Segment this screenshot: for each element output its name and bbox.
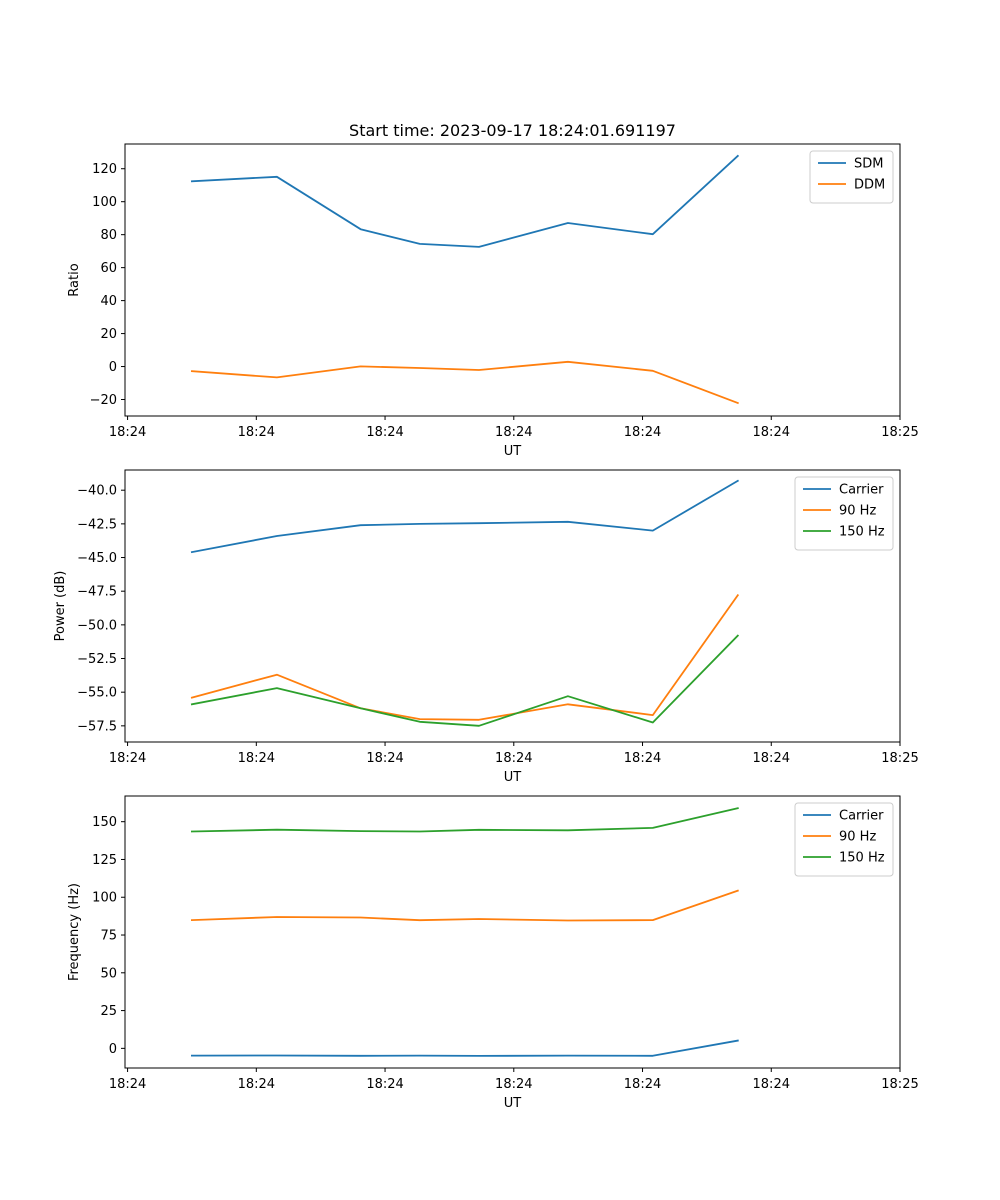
legend: Carrier 90 Hz 150 Hz xyxy=(794,802,894,877)
series-line-90-hz xyxy=(190,593,740,721)
y-tick-label: 120 xyxy=(92,162,117,177)
subplot-1: 18:24 18:24 18:24 18:24 18:24 18:24 18:25 −20 0 2… xyxy=(67,143,919,459)
y-tick-label: 75 xyxy=(100,929,117,944)
y-tick-label: 0 xyxy=(109,360,117,375)
legend-entry: SDM xyxy=(854,157,883,172)
axes-frame xyxy=(124,469,901,743)
subplot-2: 18:24 18:24 18:24 18:24 18:24 18:24 18:25 −57.5… xyxy=(53,469,919,785)
axes-frame xyxy=(124,795,901,1069)
subplots: 18:24 18:24 18:24 18:24 18:24 18:24 18:25 −20 0 2… xyxy=(53,143,919,1111)
x-axis-label: UT xyxy=(504,444,522,459)
y-tick-label: 40 xyxy=(100,294,117,309)
series-line-150-hz xyxy=(190,634,740,727)
y-tick-label: −45.0 xyxy=(77,551,117,566)
y-axis-label: Ratio xyxy=(67,263,82,296)
y-tick-label: 80 xyxy=(100,228,117,243)
series-line-sdm xyxy=(190,154,740,248)
y-tick-label: 25 xyxy=(100,1004,117,1019)
x-tick-label: 18:24 xyxy=(366,425,403,440)
x-tick-label: 18:24 xyxy=(238,425,275,440)
axes-frame xyxy=(124,143,901,417)
x-tick-label: 18:24 xyxy=(238,1077,275,1092)
series-line-150-hz xyxy=(190,807,739,833)
legend-box xyxy=(809,150,894,204)
y-tick-label: −57.5 xyxy=(77,719,117,734)
y-tick-label: 150 xyxy=(92,815,117,830)
y-tick-label: 125 xyxy=(92,853,117,868)
series-line-90-hz xyxy=(190,889,739,922)
y-axis-label: Power (dB) xyxy=(53,571,68,642)
x-tick-label: 18:24 xyxy=(109,1077,146,1092)
chart-title: Start time: 2023-09-17 18:24:01.691197 xyxy=(349,121,676,140)
x-axis-label: UT xyxy=(504,1096,522,1111)
y-tick-label: −42.5 xyxy=(77,517,117,532)
x-tick-label: 18:24 xyxy=(238,751,275,766)
x-tick-label: 18:24 xyxy=(366,751,403,766)
x-tick-label: 18:24 xyxy=(109,751,146,766)
y-tick-label: −55.0 xyxy=(77,686,117,701)
x-tick-label: 18:24 xyxy=(624,751,661,766)
x-tick-label: 18:24 xyxy=(753,751,790,766)
y-tick-label: 60 xyxy=(100,261,117,276)
x-tick-label: 18:25 xyxy=(881,751,918,766)
y-tick-label: 0 xyxy=(109,1042,117,1057)
y-tick-label: 100 xyxy=(92,891,117,906)
x-tick-label: 18:25 xyxy=(881,425,918,440)
y-tick-label: 20 xyxy=(100,327,117,342)
legend-entry: Carrier xyxy=(839,483,884,498)
legend-entry: 150 Hz xyxy=(839,525,885,540)
y-tick-label: −52.5 xyxy=(77,652,117,667)
x-tick-label: 18:24 xyxy=(624,1077,661,1092)
legend-entry: 90 Hz xyxy=(839,504,876,519)
legend-entry: DDM xyxy=(854,178,885,193)
series-line-carrier xyxy=(190,479,740,554)
x-tick-label: 18:24 xyxy=(624,425,661,440)
y-tick-label: 50 xyxy=(100,966,117,981)
x-tick-label: 18:24 xyxy=(109,425,146,440)
y-tick-label: −40.0 xyxy=(77,484,117,499)
y-tick-label: 100 xyxy=(92,195,117,210)
x-axis-label: UT xyxy=(504,770,522,785)
y-tick-label: −50.0 xyxy=(77,618,117,633)
x-tick-label: 18:24 xyxy=(495,751,532,766)
x-tick-label: 18:24 xyxy=(753,1077,790,1092)
series-line-ddm xyxy=(190,360,739,405)
x-tick-label: 18:24 xyxy=(366,1077,403,1092)
series-line-carrier xyxy=(190,1039,739,1057)
x-tick-label: 18:25 xyxy=(881,1077,918,1092)
y-tick-label: −20 xyxy=(90,393,117,408)
x-tick-label: 18:24 xyxy=(495,425,532,440)
legend-entry: 150 Hz xyxy=(839,851,885,866)
legend-entry: Carrier xyxy=(839,809,884,824)
legend: Carrier 90 Hz 150 Hz xyxy=(794,476,894,551)
y-axis-label: Frequency (Hz) xyxy=(67,883,82,981)
legend-entry: 90 Hz xyxy=(839,830,876,845)
subplot-3: 18:24 18:24 18:24 18:24 18:24 18:24 18:25 0 25 50… xyxy=(67,795,919,1111)
x-tick-label: 18:24 xyxy=(495,1077,532,1092)
legend: SDM DDM xyxy=(809,150,894,204)
y-tick-label: −47.5 xyxy=(77,585,117,600)
x-tick-label: 18:24 xyxy=(753,425,790,440)
